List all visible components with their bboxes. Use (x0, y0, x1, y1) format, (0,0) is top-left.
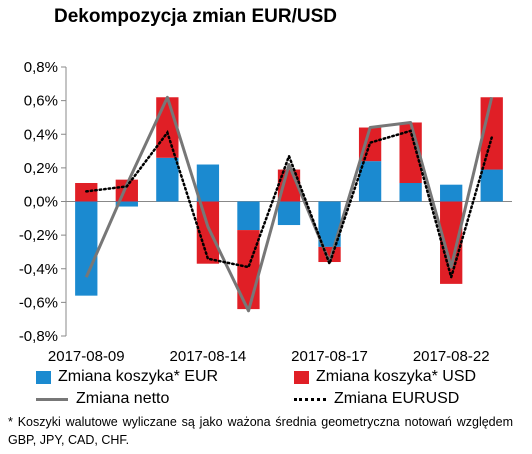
bar-usd (156, 97, 179, 158)
legend-swatch-usd (294, 370, 309, 384)
bar-usd (196, 201, 220, 264)
legend-swatch-eur (36, 370, 51, 384)
legend-label-net: Zmiana netto (76, 390, 170, 407)
y-tick-label: 0,6% (24, 93, 58, 110)
bar-eur (358, 161, 382, 202)
bar-eur (399, 183, 422, 202)
legend-item-usd: Zmiana koszyka* USD (294, 368, 476, 386)
bar-eur (196, 164, 220, 202)
x-tick-label: 2017-08-14 (170, 348, 247, 365)
y-tick-label: -0,8% (19, 328, 58, 345)
legend-label-eurusd: Zmiana EURUSD (334, 390, 460, 407)
y-tick-label: 0,2% (24, 160, 58, 177)
y-tick-label: -0,2% (19, 227, 58, 244)
y-tick-label: -0,6% (19, 294, 58, 311)
y-tick-label: 0,8% (24, 59, 58, 76)
bar-eur (277, 201, 301, 226)
bar-eur (480, 169, 503, 202)
y-tick-label: 0,4% (24, 126, 58, 143)
bar-eur (318, 201, 341, 247)
chart-title: Dekompozycja zmian EUR/USD (54, 6, 337, 27)
line-eurusd (85, 129, 493, 282)
bar-usd (440, 201, 463, 284)
bar-eur (75, 201, 98, 296)
bar-eur (156, 157, 179, 202)
legend-label-usd: Zmiana koszyka* USD (316, 368, 477, 385)
legend-label-eur: Zmiana koszyka* EUR (58, 368, 219, 385)
legend-item-eur: Zmiana koszyka* EUR (36, 368, 218, 386)
x-tick-label: 2017-08-09 (48, 348, 125, 365)
x-tick-label: 2017-08-22 (413, 348, 490, 365)
bar-eur (440, 184, 463, 202)
y-tick-label: 0,0% (24, 194, 58, 211)
line-net (84, 95, 494, 313)
legend-swatch-net (36, 397, 68, 401)
bar-eur (237, 201, 260, 231)
legend-swatch-eurusd (294, 397, 326, 401)
legend-item-eurusd: Zmiana EURUSD (294, 390, 459, 408)
bar-eur (115, 201, 138, 207)
chart-plot: 0,8% 0,6% 0,4% 0,2% 0,0% -0,2% -0,4% -0,6% -0,8%… (19, 59, 512, 365)
footnote: * Koszyki walutowe wyliczane są jako waż… (8, 415, 513, 447)
x-tick-label: 2017-08-17 (291, 348, 368, 365)
legend-item-net: Zmiana netto (36, 390, 169, 408)
y-tick-label: -0,4% (19, 261, 58, 278)
